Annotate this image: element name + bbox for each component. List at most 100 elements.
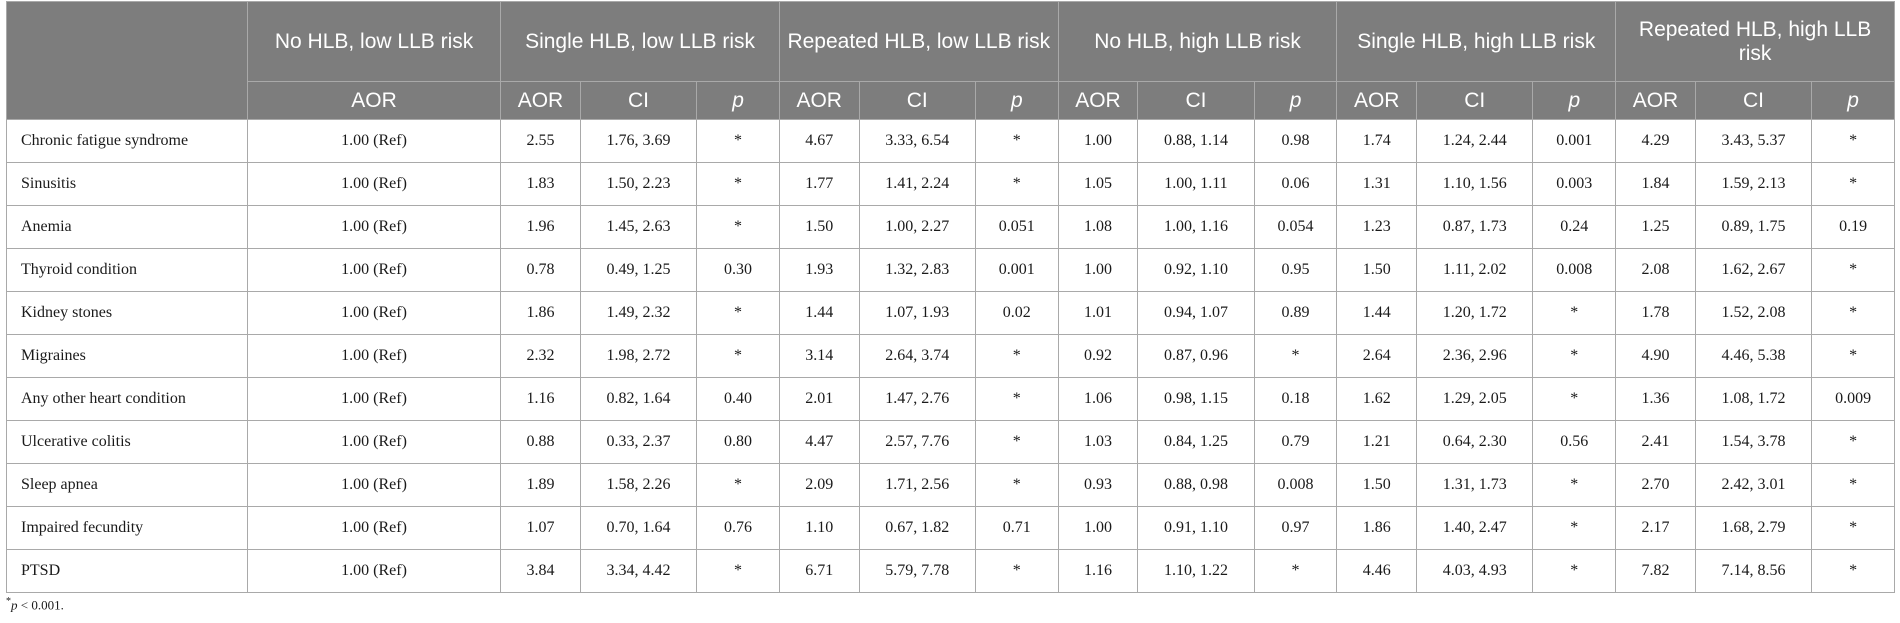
- aor-cell: 1.16: [500, 377, 581, 421]
- p-cell: *: [974, 119, 1059, 163]
- aor-header: AOR: [778, 81, 860, 120]
- ci-cell: 1.10, 1.22: [1137, 549, 1255, 593]
- aor-cell: 2.09: [778, 463, 860, 507]
- aor-cell: 1.74: [1336, 119, 1418, 163]
- p-cell: *: [1811, 549, 1895, 593]
- ci-cell: 0.89, 1.75: [1694, 205, 1813, 249]
- p-header: p: [1253, 81, 1338, 120]
- ci-cell: 5.79, 7.78: [858, 549, 976, 593]
- p-cell: 0.98: [1253, 119, 1338, 163]
- p-cell: *: [1811, 162, 1895, 206]
- ci-cell: 1.08, 1.72: [1694, 377, 1813, 421]
- p-cell: *: [1811, 506, 1895, 550]
- ci-cell: 1.71, 2.56: [858, 463, 976, 507]
- aor-cell: 2.55: [500, 119, 581, 163]
- ci-header: CI: [1694, 81, 1813, 120]
- aor-cell: 4.47: [778, 420, 860, 464]
- aor-cell: 2.64: [1336, 334, 1418, 378]
- p-cell: 0.95: [1253, 248, 1338, 292]
- ci-cell: 0.82, 1.64: [579, 377, 698, 421]
- table-row: Thyroid condition 1.00 (Ref) 0.78 0.49, 1.2…: [6, 248, 1895, 292]
- aor-cell: 1.06: [1057, 377, 1139, 421]
- aor-cell: 3.84: [500, 549, 581, 593]
- p-header: p: [974, 81, 1059, 120]
- p-cell: 0.80: [696, 420, 780, 464]
- aor-cell: 1.16: [1057, 549, 1139, 593]
- ci-cell: 1.68, 2.79: [1694, 506, 1813, 550]
- aor-cell: 1.00: [1057, 119, 1139, 163]
- p-cell: 0.97: [1253, 506, 1338, 550]
- ci-cell: 4.46, 5.38: [1694, 334, 1813, 378]
- ci-cell: 2.64, 3.74: [858, 334, 976, 378]
- aor-cell: 1.62: [1336, 377, 1418, 421]
- aor-cell: 1.96: [500, 205, 581, 249]
- footnote: *p < 0.001.: [6, 596, 64, 613]
- ci-cell: 0.84, 1.25: [1137, 420, 1255, 464]
- ci-cell: 1.76, 3.69: [579, 119, 698, 163]
- ci-cell: 0.33, 2.37: [579, 420, 698, 464]
- p-cell: 0.30: [696, 248, 780, 292]
- aor-cell: 1.86: [500, 291, 581, 335]
- aor-cell: 1.00: [1057, 506, 1139, 550]
- p-cell: 0.06: [1253, 162, 1338, 206]
- p-cell: 0.19: [1811, 205, 1895, 249]
- ci-cell: 0.88, 1.14: [1137, 119, 1255, 163]
- row-label-header: [6, 1, 248, 120]
- p-cell: *: [1532, 334, 1617, 378]
- row-label: PTSD: [6, 549, 248, 593]
- ci-cell: 0.92, 1.10: [1137, 248, 1255, 292]
- table-header: No HLB, low LLB risk Single HLB, low LLB…: [6, 1, 1895, 120]
- footnote-text: < 0.001.: [17, 597, 64, 613]
- ci-cell: 3.43, 5.37: [1694, 119, 1813, 163]
- reference-cell: 1.00 (Ref): [246, 334, 502, 378]
- reference-cell: 1.00 (Ref): [246, 377, 502, 421]
- results-table: No HLB, low LLB risk Single HLB, low LLB…: [6, 1, 1895, 593]
- ci-cell: 1.11, 2.02: [1416, 248, 1534, 292]
- row-label: Sleep apnea: [6, 463, 248, 507]
- ci-cell: 1.62, 2.67: [1694, 248, 1813, 292]
- ci-cell: 4.03, 4.93: [1416, 549, 1534, 593]
- table-row: Anemia 1.00 (Ref) 1.96 1.45, 2.63 * 1.50 1.00,…: [6, 205, 1895, 249]
- aor-cell: 1.08: [1057, 205, 1139, 249]
- aor-cell: 2.17: [1615, 506, 1696, 550]
- p-cell: 0.051: [974, 205, 1059, 249]
- table-row: Chronic fatigue syndrome 1.00 (Ref) 2.55 1.…: [6, 119, 1895, 163]
- reference-cell: 1.00 (Ref): [246, 463, 502, 507]
- ci-cell: 1.49, 2.32: [579, 291, 698, 335]
- p-cell: *: [974, 162, 1059, 206]
- p-cell: 0.008: [1253, 463, 1338, 507]
- ci-cell: 3.33, 6.54: [858, 119, 976, 163]
- reference-cell: 1.00 (Ref): [246, 420, 502, 464]
- p-cell: *: [1811, 291, 1895, 335]
- p-cell: *: [696, 291, 780, 335]
- p-cell: *: [696, 205, 780, 249]
- p-cell: 0.18: [1253, 377, 1338, 421]
- aor-cell: 0.92: [1057, 334, 1139, 378]
- ci-cell: 1.32, 2.83: [858, 248, 976, 292]
- aor-header: AOR: [500, 81, 581, 120]
- group-header: Single HLB, low LLB risk: [500, 1, 780, 82]
- ci-cell: 0.87, 0.96: [1137, 334, 1255, 378]
- ci-cell: 0.88, 0.98: [1137, 463, 1255, 507]
- p-cell: 0.009: [1811, 377, 1895, 421]
- ci-cell: 3.34, 4.42: [579, 549, 698, 593]
- p-cell: *: [696, 119, 780, 163]
- p-cell: *: [974, 420, 1059, 464]
- table-row: Ulcerative colitis 1.00 (Ref) 0.88 0.33, 2.…: [6, 420, 1895, 464]
- row-label: Kidney stones: [6, 291, 248, 335]
- reference-cell: 1.00 (Ref): [246, 162, 502, 206]
- ci-cell: 1.58, 2.26: [579, 463, 698, 507]
- p-cell: 0.76: [696, 506, 780, 550]
- group-header: No HLB, low LLB risk: [246, 1, 502, 82]
- p-cell: *: [1811, 463, 1895, 507]
- p-cell: *: [1532, 506, 1617, 550]
- reference-cell: 1.00 (Ref): [246, 248, 502, 292]
- aor-cell: 4.29: [1615, 119, 1696, 163]
- ci-cell: 1.40, 2.47: [1416, 506, 1534, 550]
- aor-cell: 1.36: [1615, 377, 1696, 421]
- row-label: Thyroid condition: [6, 248, 248, 292]
- group-header: Single HLB, high LLB risk: [1336, 1, 1617, 82]
- p-cell: 0.89: [1253, 291, 1338, 335]
- ci-cell: 0.91, 1.10: [1137, 506, 1255, 550]
- ci-cell: 1.00, 2.27: [858, 205, 976, 249]
